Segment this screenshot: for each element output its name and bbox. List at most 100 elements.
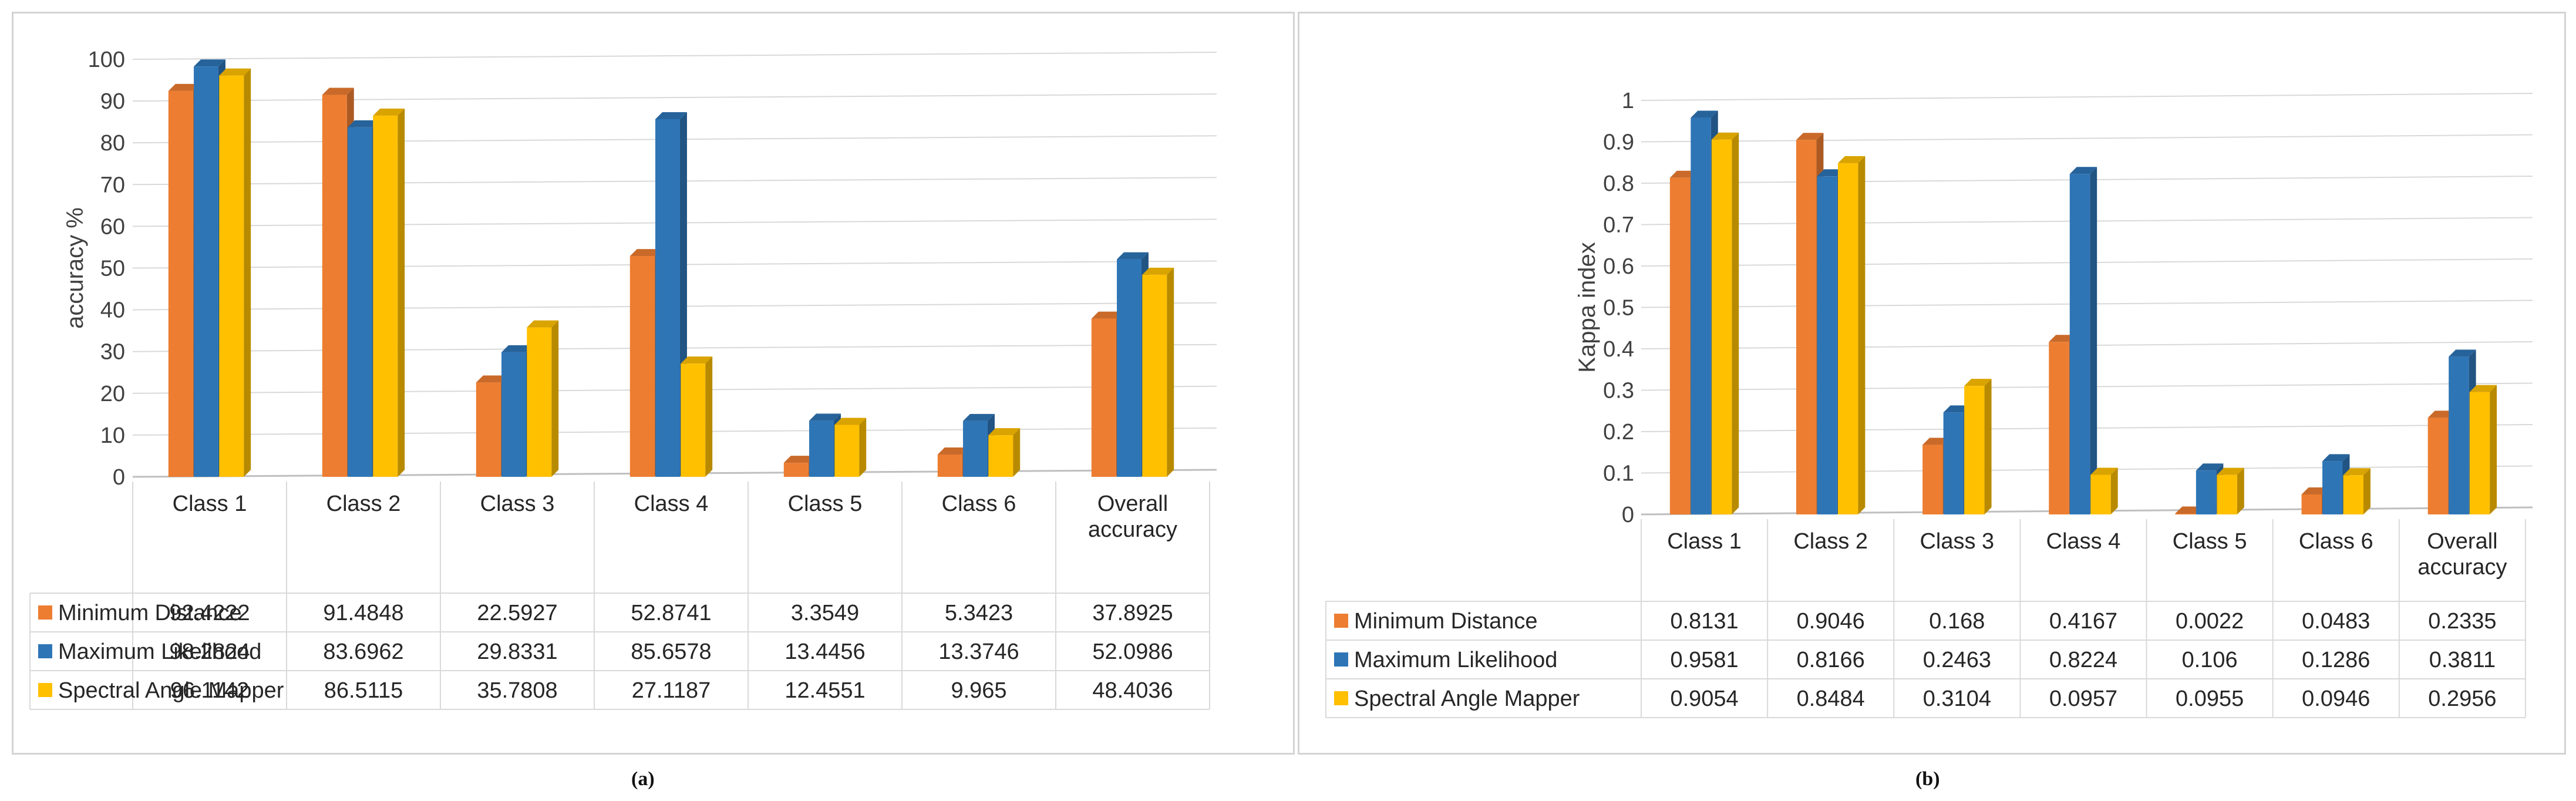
bar-front <box>1669 177 1691 514</box>
bar-top <box>1838 156 1866 163</box>
bar-front <box>168 90 193 477</box>
bar-front <box>2217 474 2237 514</box>
chart-panel-a: 0 10 20 30 40 50 60 70 80 90 100 accuracy % Class 1 C… <box>12 12 1295 755</box>
bar-side <box>2110 467 2118 514</box>
bar-top <box>476 375 508 383</box>
y-tick-label: 1 <box>1622 89 1634 113</box>
bar-top <box>194 59 225 67</box>
bar-top <box>2049 335 2076 342</box>
data-label: 83.6962 <box>323 640 403 664</box>
bar-front <box>629 256 655 477</box>
bar-top <box>2469 385 2497 392</box>
y-tick-label: 0.2 <box>1603 420 1634 445</box>
y-tick-label: 70 <box>100 173 125 197</box>
data-label: 35.7808 <box>477 678 557 703</box>
bar-front <box>2049 342 2069 514</box>
y-tick-label: 0.5 <box>1603 296 1634 321</box>
bar-front <box>2469 392 2490 514</box>
data-label: 37.8925 <box>1092 601 1173 625</box>
category-label: Class 3 <box>1920 529 1994 554</box>
data-label: 0.9046 <box>1797 609 1865 634</box>
bar-front <box>655 119 680 477</box>
bar-side <box>2090 167 2097 514</box>
data-label: 27.1187 <box>632 678 711 703</box>
category-label: Overall accuracy <box>1088 492 1177 542</box>
bar-top <box>2449 349 2476 357</box>
caption-a: (a) <box>631 768 655 790</box>
bar-spectral-angle-mapper-5 <box>834 418 867 477</box>
bar-front <box>2069 174 2090 514</box>
gridline <box>1641 93 2533 101</box>
bar-side <box>244 68 251 477</box>
bar-spectral-angle-mapper-4 <box>2090 467 2118 514</box>
bar-front <box>1117 259 1141 477</box>
bar-front <box>2196 470 2217 514</box>
y-tick-label: 0.9 <box>1603 130 1634 155</box>
data-label: 29.8331 <box>477 640 557 664</box>
category-label: Class 1 <box>173 492 247 516</box>
legend-key <box>1334 691 1348 705</box>
data-label: 0.4167 <box>2049 609 2117 634</box>
legend-label: Spectral Angle Mapper <box>1354 686 1580 711</box>
bar-front <box>1817 176 1837 514</box>
legend-key <box>38 683 52 697</box>
gridline <box>132 93 1217 102</box>
legend-key <box>38 605 52 620</box>
category-label-line: accuracy <box>1088 517 1177 542</box>
data-label: 48.4036 <box>1092 678 1173 703</box>
bar-front <box>2343 475 2363 514</box>
data-label: 0.2956 <box>2428 686 2496 711</box>
bar-front <box>1142 274 1167 477</box>
chart-panel-b: 0 0.1 0.2 0.3 0.4 0.5 0.6 0.7 0.8 0.9 1 Kappa index… <box>1298 12 2566 755</box>
bar-top <box>2343 468 2370 476</box>
category-label: Class 4 <box>2046 529 2121 554</box>
category-label: Class 4 <box>634 492 709 516</box>
data-label: 96.1142 <box>170 678 250 703</box>
y-tick-label: 80 <box>100 131 125 156</box>
legend-label: Minimum Distance <box>1354 609 1538 634</box>
category-label-line: Overall <box>1097 492 1168 516</box>
data-label: 13.4456 <box>784 640 865 664</box>
bar-maximum-likelihood-4 <box>2069 167 2097 514</box>
bar-front <box>501 352 526 477</box>
bar-top <box>2196 463 2224 471</box>
bar-front <box>2090 474 2111 514</box>
bar-side <box>859 418 867 477</box>
bar-side <box>551 320 559 477</box>
bar-spectral-angle-mapper-1 <box>219 68 251 477</box>
category-label: Class 3 <box>480 492 555 516</box>
bar-top <box>1691 110 1718 118</box>
bar-top <box>988 428 1021 436</box>
bar-front <box>219 75 244 477</box>
data-label: 0.168 <box>1929 609 1985 634</box>
chart-b: 0 0.1 0.2 0.3 0.4 0.5 0.6 0.7 0.8 0.9 1 Kappa index… <box>1325 89 2533 718</box>
data-label: 0.0022 <box>2176 609 2244 634</box>
category-label: Overall accuracy <box>2417 529 2507 580</box>
y-axis-title: accuracy % <box>62 207 88 329</box>
bar-top <box>1964 379 1992 386</box>
data-label: 0.0957 <box>2049 686 2117 711</box>
y-tick-label: 0.8 <box>1603 171 1634 196</box>
legend-label: Maximum Likelihood <box>58 640 261 664</box>
data-label: 22.5927 <box>477 601 557 625</box>
bar-top <box>1091 311 1123 319</box>
legend-key <box>1334 614 1348 628</box>
bar-front <box>783 463 809 477</box>
bar-front <box>1943 412 1964 514</box>
bar-spectral-angle-mapper-6 <box>988 428 1021 477</box>
y-tick-label: 20 <box>100 382 125 406</box>
legend-key <box>1334 652 1348 667</box>
y-tick-label: 90 <box>100 89 125 114</box>
y-tick-label: 100 <box>88 48 125 72</box>
y-tick-label: 0.1 <box>1603 462 1634 486</box>
bar-side <box>1013 428 1021 477</box>
bar-front <box>988 435 1013 477</box>
bar-front <box>1711 139 1732 514</box>
bar-spectral-angle-mapper-1 <box>1711 132 1739 514</box>
bar-top <box>2175 506 2203 514</box>
bar-front <box>2449 356 2469 514</box>
bar-top <box>2217 467 2244 475</box>
gridline <box>132 52 1217 60</box>
data-label: 0.9581 <box>1670 648 1738 672</box>
data-label: 0.0955 <box>2176 686 2244 711</box>
